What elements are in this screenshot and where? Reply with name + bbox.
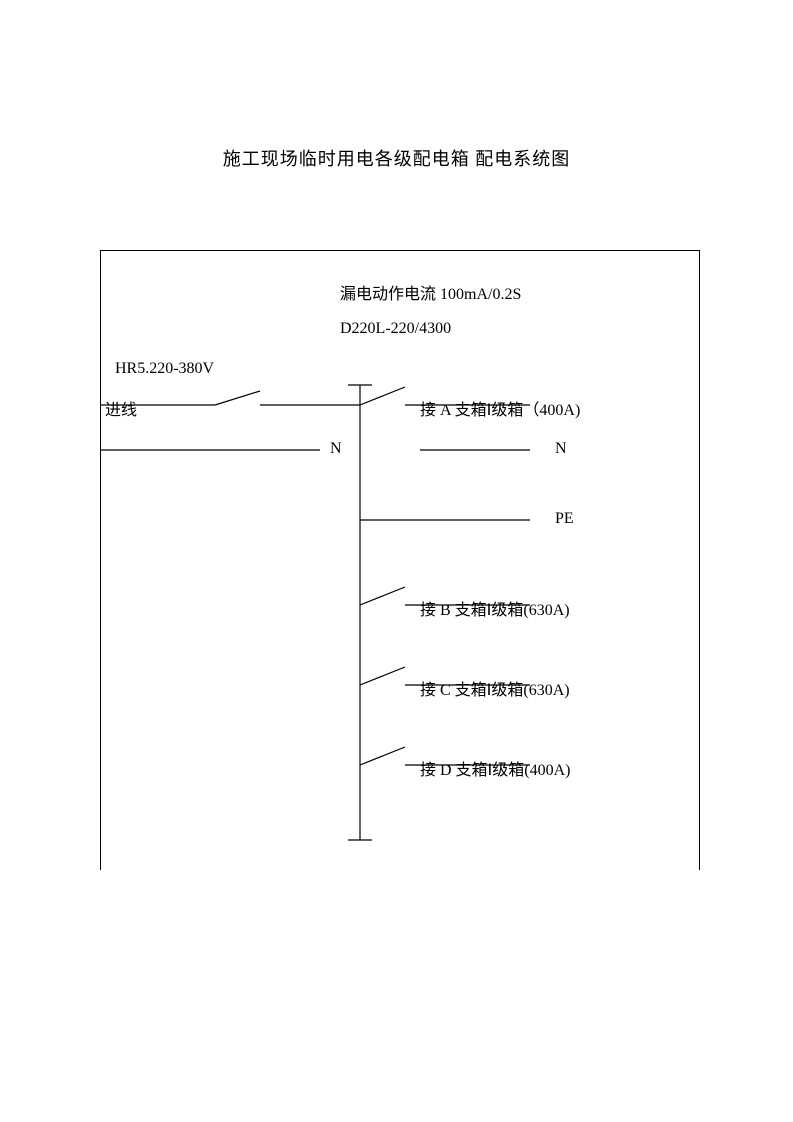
branch-d-label: 接 D 支箱Ⅰ级箱(400A) — [420, 756, 571, 780]
leakage-current-label: 漏电动作电流 100mA/0.2S — [340, 280, 521, 304]
hr5-label: HR5.220-380V — [115, 360, 214, 378]
model-label: D220L-220/4300 — [340, 320, 451, 338]
n-right-label: N — [555, 440, 567, 458]
branch-c-label: 接 C 支箱Ⅰ级箱(630A) — [420, 676, 570, 700]
n-left-label: N — [330, 440, 342, 458]
page: 施工现场临时用电各级配电箱 配电系统图 漏电动作电流 100mA/0.2S D22… — [0, 0, 793, 1122]
electrical-diagram — [100, 250, 700, 870]
incoming-label: 进线 — [105, 396, 137, 420]
branch-a-label: 接 A 支箱Ⅰ级箱（400A) — [420, 396, 580, 420]
branch-b-label: 接 B 支箱Ⅰ级箱(630A) — [420, 596, 570, 620]
page-title: 施工现场临时用电各级配电箱 配电系统图 — [0, 145, 793, 171]
pe-label: PE — [555, 510, 574, 528]
